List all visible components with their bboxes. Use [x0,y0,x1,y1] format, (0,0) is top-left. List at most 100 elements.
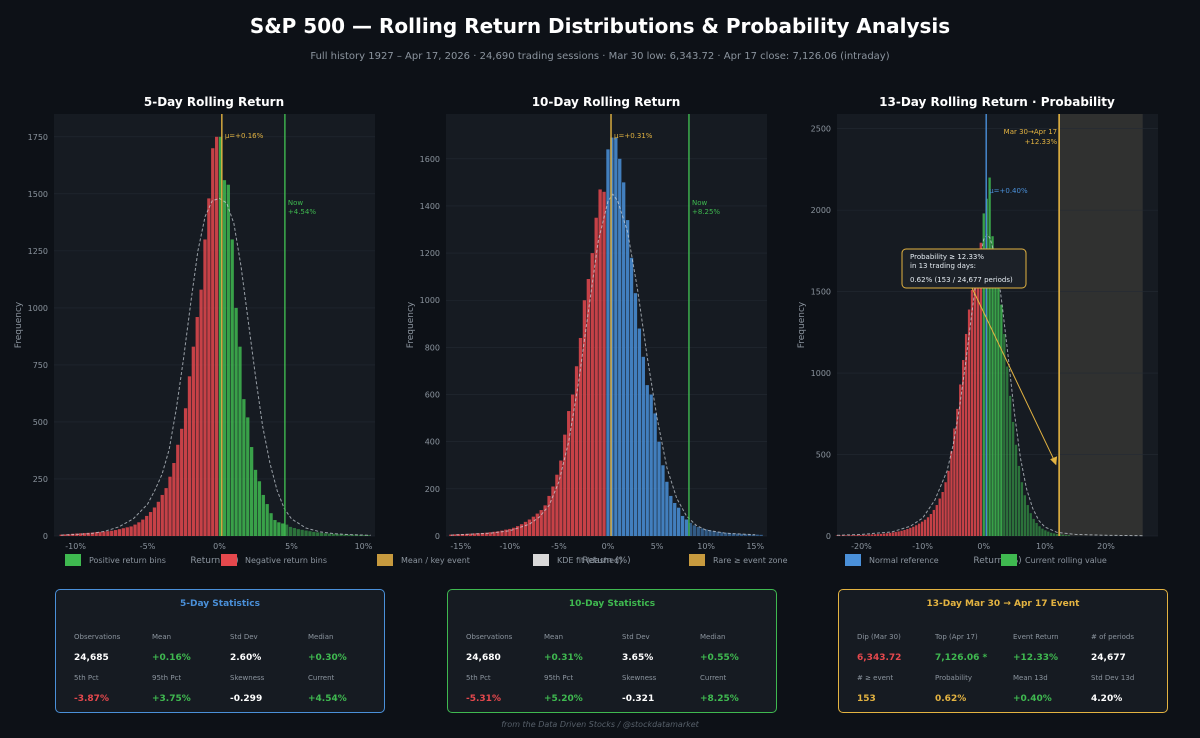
chart1-bar [327,533,332,536]
chart2-bar [645,385,649,536]
chart3-ytick-label: 0 [826,532,831,541]
chart2-kde-line [450,193,756,536]
chart3-bar [932,509,936,536]
chart1-xtick-label: 10% [355,542,373,551]
chart2-bar [449,534,453,536]
chart3-annotation-arrow [971,287,1057,465]
legend-swatch [377,554,393,566]
chart1-bar [308,531,312,536]
chart1-ytick-label: 750 [33,361,48,370]
chart2-bar [496,531,500,536]
legend-swatch [689,554,705,566]
chart1-bar [183,408,188,536]
chart3-bar [1035,522,1038,536]
stat-label: Top (Apr 17) [935,633,978,641]
chart3-bar [1011,421,1015,536]
chart2-bar [559,460,563,536]
chart2-bar [574,366,579,536]
page-title: S&P 500 — Rolling Return Distributions &… [249,14,951,38]
stat-label: Median [700,633,726,641]
chart1-bar [323,533,328,536]
chart2-bar [622,182,626,536]
chart1-bar [156,501,161,536]
chart3-bar [856,535,859,536]
chart3-bar [1029,513,1032,536]
chart3-bar [1044,530,1047,536]
chart3-bar [976,249,980,536]
chart1-bar [292,528,297,536]
stat-value: +3.75% [152,694,191,704]
chart2-bar [618,158,622,537]
chart1-mean-label: μ=+0.16% [225,132,264,140]
chart3-bar [950,451,953,536]
stat-value: +5.20% [544,694,583,704]
chart3-annotation-line1: Probability ≥ 12.33% [910,253,984,261]
chart2-now-value: +8.25% [692,208,720,216]
chart1-bar [191,346,195,536]
legend-label: Positive return bins [89,555,166,565]
stat-label: Observations [466,633,513,641]
chart1-bar [316,532,320,536]
chart1-bar [113,530,118,536]
chart2-bar [704,529,708,536]
chart2-bar [661,465,665,536]
chart3-bar [1003,333,1006,536]
chart1-bar [343,534,347,536]
chart2-bar [531,516,536,536]
stat-label: Std Dev [230,633,258,641]
chart1-bar [304,530,308,536]
chart2-bar [508,528,512,536]
chart1-now-label: Now [288,199,304,207]
chart2-bar [743,534,748,536]
stat-value: -0.299 [230,694,263,704]
chart3-bar [1008,395,1012,536]
stat-value: -3.87% [74,694,109,704]
chart2-ytick-label: 200 [425,485,440,494]
chart3-bar [959,384,962,536]
chart2-xtick-label: 10% [697,542,715,551]
chart2-bar [547,495,551,536]
chart3-bar [935,505,938,536]
stat-label: 95th Pct [152,674,182,682]
chart2-bar [637,328,642,536]
chart3-bar [915,525,918,536]
chart3-bar [909,527,912,536]
chart1-bar [63,534,67,536]
stats-title: 13-Day Mar 30 → Apr 17 Event [926,599,1080,609]
chart3-bar [876,534,880,536]
chart1-bar [94,532,98,536]
chart1-bar [133,524,137,536]
stat-value: +0.40% [1013,694,1052,704]
chart2-bar [515,526,520,536]
chart1-bar [218,136,223,537]
chart1-bar [90,532,94,536]
chart3-xtick-label: 10% [1036,542,1054,551]
chart2-bar [492,531,496,536]
chart2-xtick-label: -5% [551,542,567,551]
chart3-bar [1041,528,1044,536]
chart3-xtick-label: 0% [977,542,990,551]
chart3-bar [879,533,883,536]
chart1-plot-area [54,114,375,536]
chart2-ytick-label: 0 [435,532,440,541]
chart2-bar [716,531,720,536]
legend-label: Rare ≥ event zone [713,555,788,565]
chart3-bar [938,498,941,536]
chart3-bar [912,526,915,536]
chart3-bar [970,289,974,536]
chart3-bar [841,535,845,536]
chart2-bar [606,149,610,536]
chart2-bar [688,522,693,536]
chart1-xtick-label: -10% [65,542,86,551]
chart3-bar [900,530,903,536]
chart1-bar [125,527,129,536]
stat-label: Std Dev [622,633,650,641]
chart3-bar [865,534,868,536]
chart2-ylabel: Frequency [406,301,416,348]
chart1-bar [82,533,87,536]
chart3-bar [906,528,909,536]
legend-item-normal: Normal reference [845,553,939,567]
stat-label: Skewness [622,674,657,682]
stat-value: +4.54% [308,694,347,704]
chart3-bar [1058,534,1062,536]
